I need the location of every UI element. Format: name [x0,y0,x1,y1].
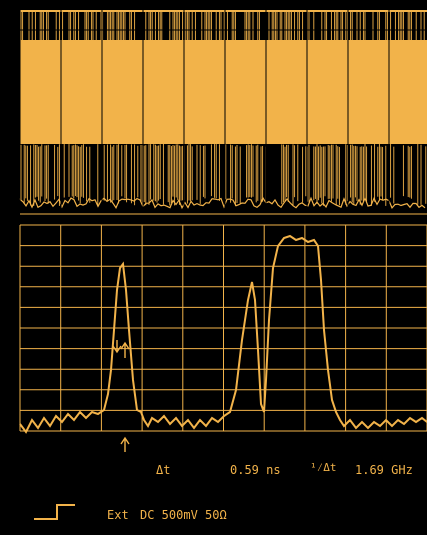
delta-t-value: 0.59 ns [230,463,281,477]
trigger-settings: DC 500mV 50Ω [140,508,227,522]
pulse-trace [19,234,427,434]
delta-t-label: Δt [156,463,171,477]
trigger-source: Ext [107,508,129,522]
arrow-up-icon[interactable] [120,436,130,452]
upper-trace-panel [19,7,427,215]
upper-data-band [19,10,427,210]
reciprocal-delta-label: ¹⁄Δt [310,461,337,474]
upper-grid [19,7,427,215]
marker-arrows [112,340,130,452]
band-center [20,40,427,144]
lower-grid [19,224,427,432]
band-top-rail [20,10,427,12]
rising-edge-icon [34,504,75,520]
lower-trace-panel [19,224,427,452]
frequency-value: 1.69 GHz [355,463,413,477]
band-baseline [19,196,426,210]
arrow-down-icon[interactable] [112,340,122,354]
arrow-up-icon[interactable] [120,341,130,358]
